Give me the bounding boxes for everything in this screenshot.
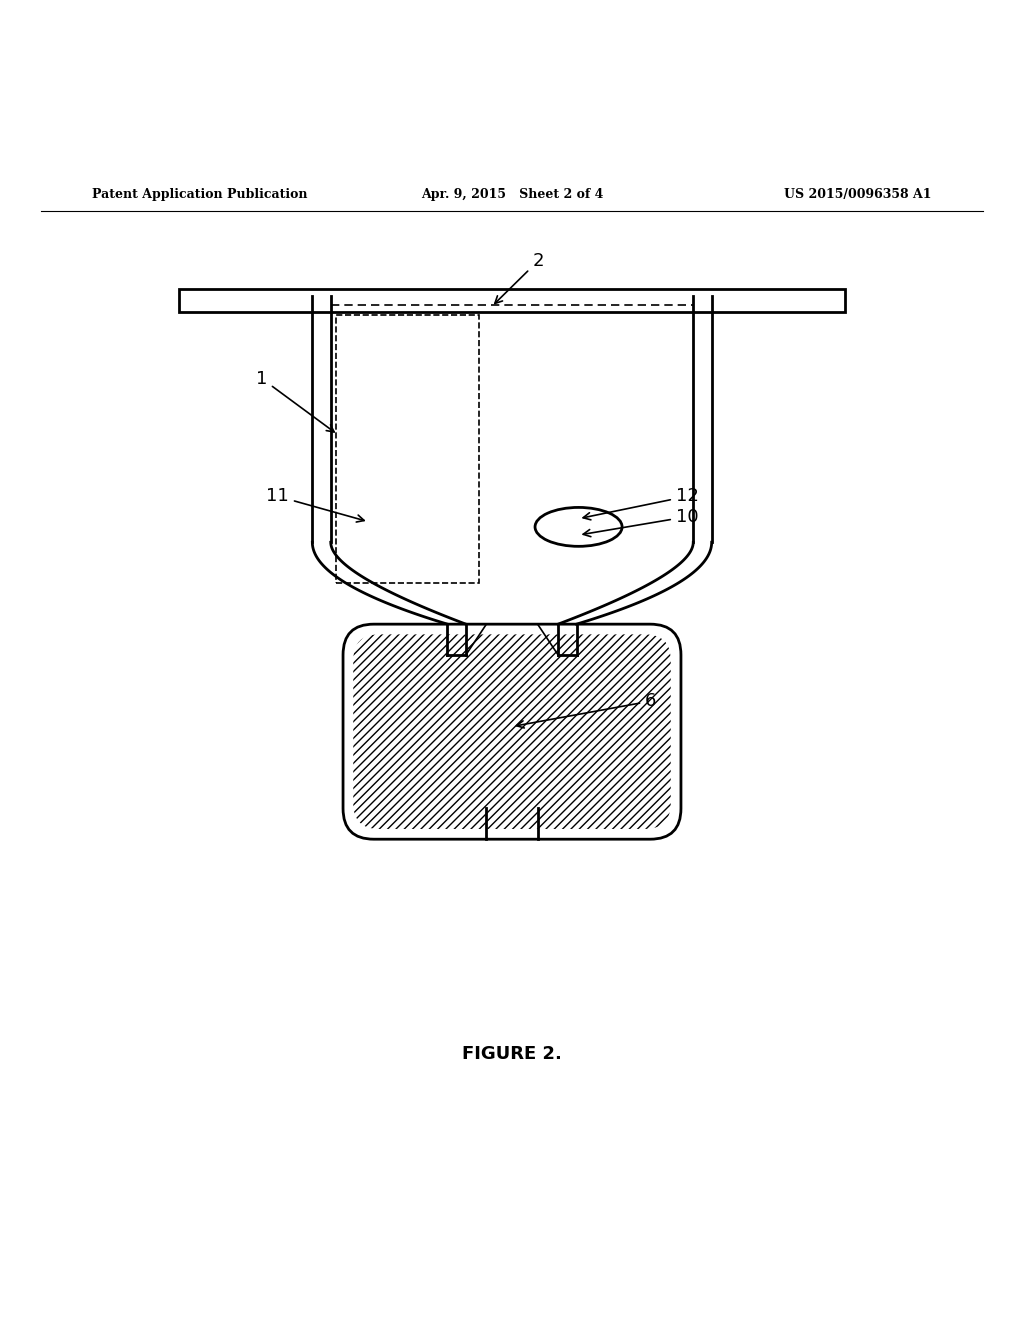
Bar (336, 315, 479, 583)
FancyBboxPatch shape (179, 289, 845, 312)
Ellipse shape (535, 507, 622, 546)
Text: 1: 1 (256, 370, 334, 432)
FancyBboxPatch shape (343, 624, 681, 840)
Text: Patent Application Publication: Patent Application Publication (92, 187, 307, 201)
Text: 2: 2 (495, 252, 544, 304)
Text: 11: 11 (266, 487, 365, 521)
Text: 6: 6 (516, 692, 656, 727)
Text: US 2015/0096358 A1: US 2015/0096358 A1 (784, 187, 932, 201)
Text: 10: 10 (583, 508, 698, 537)
Text: FIGURE 2.: FIGURE 2. (462, 1045, 562, 1063)
Text: 12: 12 (583, 487, 698, 520)
Text: Apr. 9, 2015   Sheet 2 of 4: Apr. 9, 2015 Sheet 2 of 4 (421, 187, 603, 201)
